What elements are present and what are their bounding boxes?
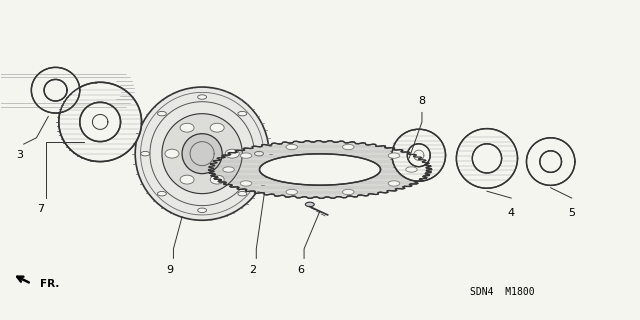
Ellipse shape bbox=[210, 123, 224, 132]
Ellipse shape bbox=[342, 189, 354, 195]
Ellipse shape bbox=[406, 167, 417, 172]
Text: SDN4  M1800: SDN4 M1800 bbox=[470, 287, 534, 297]
Text: 2: 2 bbox=[250, 265, 257, 275]
Text: 7: 7 bbox=[37, 204, 44, 214]
Ellipse shape bbox=[182, 134, 222, 174]
Text: 4: 4 bbox=[508, 208, 515, 218]
Ellipse shape bbox=[157, 111, 166, 116]
Ellipse shape bbox=[286, 144, 298, 150]
Ellipse shape bbox=[527, 138, 575, 185]
Ellipse shape bbox=[238, 111, 247, 116]
Ellipse shape bbox=[180, 123, 194, 132]
Ellipse shape bbox=[198, 208, 207, 212]
Ellipse shape bbox=[540, 151, 561, 172]
Text: 5: 5 bbox=[568, 208, 575, 218]
Text: 6: 6 bbox=[298, 265, 305, 275]
Ellipse shape bbox=[238, 191, 247, 196]
Ellipse shape bbox=[162, 114, 243, 194]
Ellipse shape bbox=[135, 87, 269, 220]
Ellipse shape bbox=[225, 149, 239, 158]
Ellipse shape bbox=[31, 68, 80, 113]
Ellipse shape bbox=[407, 144, 430, 167]
Ellipse shape bbox=[44, 79, 67, 101]
Text: FR.: FR. bbox=[40, 279, 59, 289]
Ellipse shape bbox=[209, 141, 431, 198]
Ellipse shape bbox=[255, 151, 264, 156]
Ellipse shape bbox=[80, 102, 120, 142]
Text: 8: 8 bbox=[419, 96, 426, 106]
Ellipse shape bbox=[305, 202, 314, 207]
Ellipse shape bbox=[392, 129, 445, 181]
Ellipse shape bbox=[165, 149, 179, 158]
Ellipse shape bbox=[141, 151, 150, 156]
Ellipse shape bbox=[180, 175, 194, 184]
Ellipse shape bbox=[388, 181, 400, 186]
Ellipse shape bbox=[210, 175, 224, 184]
Ellipse shape bbox=[342, 144, 354, 150]
Ellipse shape bbox=[259, 154, 381, 185]
Text: 9: 9 bbox=[166, 265, 174, 275]
Text: 3: 3 bbox=[16, 150, 23, 161]
Ellipse shape bbox=[240, 181, 252, 186]
Ellipse shape bbox=[157, 191, 166, 196]
Ellipse shape bbox=[240, 153, 252, 158]
Ellipse shape bbox=[198, 95, 207, 99]
Ellipse shape bbox=[223, 167, 234, 172]
Ellipse shape bbox=[456, 129, 518, 188]
Ellipse shape bbox=[472, 144, 502, 173]
Ellipse shape bbox=[59, 82, 141, 162]
Ellipse shape bbox=[388, 153, 400, 158]
Ellipse shape bbox=[286, 189, 298, 195]
